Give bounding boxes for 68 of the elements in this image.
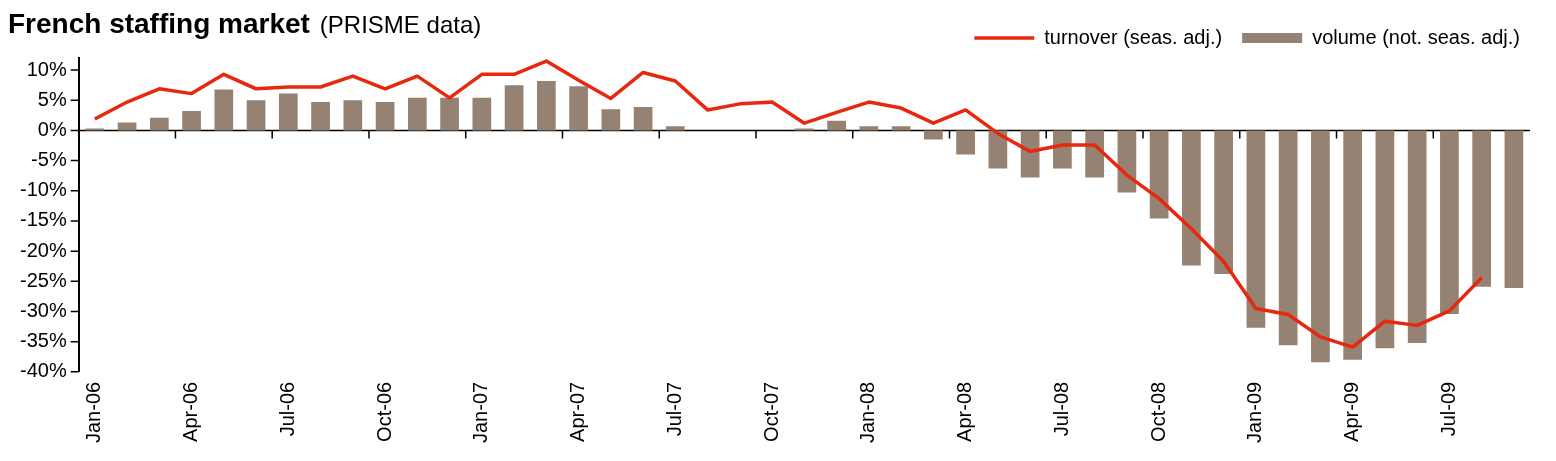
x-tick-label: Jan-09	[1243, 381, 1266, 443]
legend-label: volume (not. seas. adj.)	[1312, 25, 1520, 48]
bar	[214, 89, 234, 131]
bar	[1020, 130, 1040, 178]
bar	[1246, 130, 1266, 328]
x-tick-label: Jul-07	[662, 381, 685, 437]
bar	[601, 109, 621, 131]
bar	[1472, 130, 1492, 287]
y-tick-label: -40%	[19, 359, 67, 382]
bar	[182, 111, 201, 131]
bar	[1117, 130, 1137, 193]
bar	[1311, 130, 1330, 363]
y-tick-label: -10%	[19, 178, 67, 201]
x-tick-label: Jan-08	[856, 381, 879, 443]
bar	[1214, 130, 1233, 275]
bar	[246, 100, 266, 131]
bar	[536, 80, 556, 131]
y-tick-label: -20%	[19, 238, 67, 261]
bar	[924, 130, 943, 140]
bar	[859, 126, 879, 131]
bar	[311, 102, 330, 131]
bar	[1343, 130, 1362, 360]
bar	[569, 86, 588, 131]
x-tick-label: Jul-06	[275, 381, 298, 437]
bar	[278, 93, 298, 131]
bar	[1407, 130, 1427, 343]
bar	[1085, 130, 1104, 178]
bar	[504, 85, 524, 131]
y-tick-label: -25%	[19, 268, 67, 291]
chart-subtitle: (PRISME data)	[319, 11, 482, 38]
x-tick-label: Apr-07	[566, 381, 589, 442]
bar	[1278, 130, 1298, 346]
x-tick-label: Apr-06	[179, 381, 202, 442]
bar	[1440, 130, 1459, 314]
y-tick-label: -15%	[19, 208, 67, 231]
y-tick-label: -30%	[19, 299, 67, 322]
bar	[827, 120, 846, 131]
x-tick-label: Jul-09	[1436, 381, 1459, 437]
bar	[891, 126, 911, 131]
y-tick-label: -5%	[31, 148, 67, 171]
bar	[1053, 130, 1072, 169]
bar	[343, 100, 363, 131]
bar	[1504, 130, 1524, 288]
y-tick-label: -35%	[19, 329, 67, 352]
bar	[1375, 130, 1395, 349]
bar	[633, 106, 653, 131]
bar	[956, 130, 975, 155]
bar	[149, 117, 169, 131]
x-tick-label: Apr-08	[953, 381, 976, 442]
bar	[666, 126, 685, 131]
x-tick-label: Apr-09	[1340, 381, 1363, 442]
chart-title: French staffing market	[8, 8, 310, 39]
bar	[407, 97, 427, 131]
x-tick-label: Jul-08	[1049, 381, 1072, 437]
bar	[440, 97, 459, 131]
bar	[1149, 130, 1169, 219]
y-tick-label: 5%	[37, 87, 67, 110]
y-tick-label: 0%	[37, 117, 67, 140]
bar	[472, 97, 492, 131]
x-tick-label: Oct-08	[1146, 381, 1169, 442]
x-tick-label: Jan-07	[469, 381, 492, 443]
x-tick-label: Jan-06	[82, 381, 105, 443]
bar	[375, 102, 395, 131]
y-tick-label: 10%	[26, 57, 67, 80]
legend-label: turnover (seas. adj.)	[1044, 25, 1223, 48]
bar	[1182, 130, 1201, 266]
x-tick-label: Oct-06	[372, 381, 395, 442]
x-tick-label: Oct-07	[759, 381, 782, 442]
